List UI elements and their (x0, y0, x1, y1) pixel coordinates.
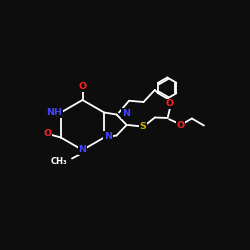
Text: CH₃: CH₃ (50, 157, 67, 166)
Text: O: O (166, 100, 174, 108)
Text: N: N (104, 132, 112, 141)
Text: NH: NH (46, 108, 62, 117)
Text: N: N (78, 146, 86, 154)
Text: N: N (122, 109, 130, 118)
Text: O: O (78, 82, 86, 91)
Text: O: O (43, 129, 51, 138)
Text: O: O (176, 122, 184, 130)
Text: S: S (140, 122, 146, 131)
